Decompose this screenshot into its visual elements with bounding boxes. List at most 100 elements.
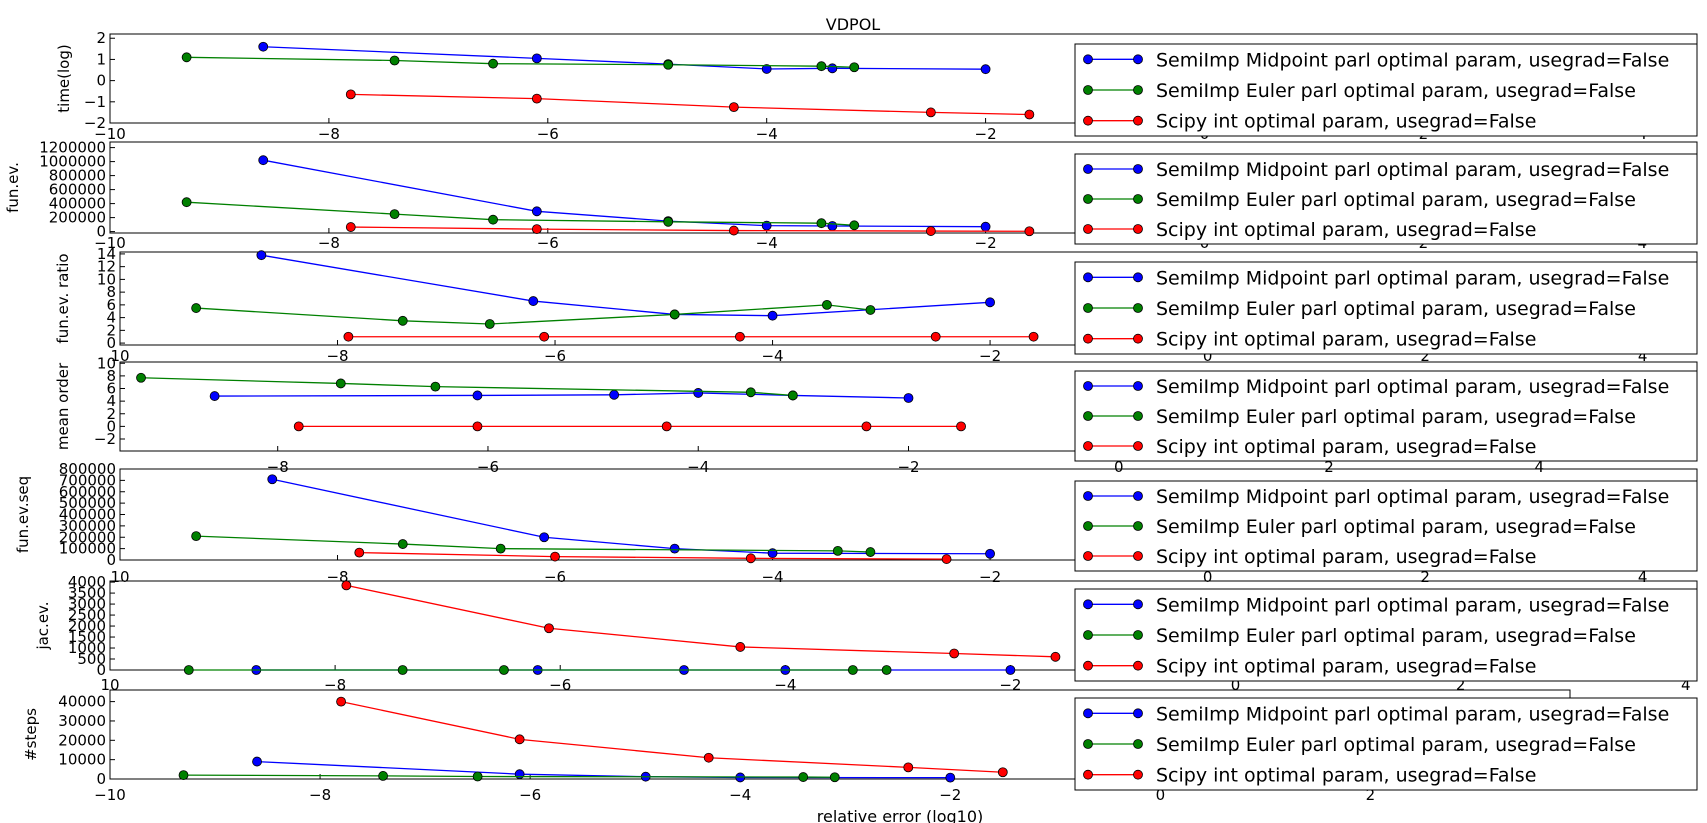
data-point — [980, 221, 991, 232]
x-tick-label: 0 — [1231, 676, 1241, 694]
data-point — [787, 390, 798, 401]
chart-panel-5: 0100000200000300000400000500000600000700… — [14, 460, 1698, 586]
data-point — [945, 772, 956, 783]
y-tick-label: 700000 — [59, 471, 116, 489]
legend-marker — [1083, 599, 1093, 610]
x-tick-label: 2 — [1420, 568, 1430, 586]
series-line — [186, 56, 855, 68]
series-1 — [209, 388, 914, 403]
data-point — [430, 381, 441, 392]
y-tick-label: 500000 — [59, 494, 116, 512]
series-line — [340, 700, 1003, 773]
x-tick-label: −6 — [544, 568, 566, 586]
data-point — [136, 372, 146, 383]
data-point — [865, 547, 876, 557]
series-line — [261, 254, 991, 317]
data-point — [514, 769, 525, 780]
x-tick-label: −6 — [537, 125, 559, 143]
data-point — [472, 771, 483, 782]
legend-marker — [1133, 115, 1143, 126]
series-2 — [183, 665, 892, 675]
y-tick-label: 800000 — [59, 460, 116, 478]
y-tick-label: 3000 — [68, 595, 106, 613]
legend-marker — [1133, 708, 1143, 719]
x-tick-label: −8 — [318, 125, 340, 143]
y-tick-label: 1000000 — [39, 153, 106, 171]
legend-entry: Scipy int optimal param, usegrad=False — [1156, 546, 1536, 568]
y-axis-label: fun.ev.seq — [14, 476, 32, 553]
y-tick-label: 2 — [96, 29, 106, 47]
legend-marker — [1133, 164, 1143, 174]
x-tick-label: −4 — [756, 234, 778, 252]
legend: SemiImp Midpoint parl optimal param, use… — [1074, 370, 1698, 462]
legend-marker — [1133, 739, 1143, 749]
data-point — [539, 532, 550, 543]
y-tick-label: 1200000 — [39, 139, 106, 157]
y-tick-label: 200000 — [49, 209, 106, 227]
series-line — [263, 159, 986, 228]
data-point — [663, 59, 674, 70]
data-point — [209, 391, 220, 401]
x-tick-label: −4 — [729, 786, 751, 804]
x-tick-label: −6 — [549, 676, 571, 694]
legend-marker — [1133, 441, 1143, 451]
data-point — [865, 305, 876, 315]
x-tick-label: −8 — [324, 676, 346, 694]
data-point — [531, 93, 542, 104]
legend-marker — [1133, 660, 1143, 671]
y-tick-label: 200000 — [59, 528, 116, 546]
legend: SemiImp Midpoint parl optimal param, use… — [1074, 261, 1698, 355]
data-point — [341, 580, 352, 591]
data-point — [258, 41, 269, 52]
x-tick-label: −2 — [975, 234, 997, 252]
x-tick-label: 0 — [1203, 347, 1213, 365]
data-point — [191, 303, 202, 313]
legend-marker — [1083, 491, 1093, 501]
data-point — [609, 389, 620, 400]
data-point — [1024, 109, 1035, 120]
x-tick-label: −4 — [761, 347, 783, 365]
y-tick-label: 12 — [97, 258, 116, 276]
series-3 — [341, 580, 1061, 662]
legend-entry: SemiImp Euler parl optimal param, usegra… — [1156, 734, 1636, 756]
legend-entry: SemiImp Midpoint parl optimal param, use… — [1156, 703, 1669, 725]
legend-entry: SemiImp Euler parl optimal param, usegra… — [1156, 189, 1636, 211]
data-point — [191, 531, 202, 542]
x-tick-label: −6 — [477, 458, 499, 476]
legend-entry: SemiImp Midpoint parl optimal param, use… — [1156, 267, 1669, 289]
y-tick-label: 0 — [96, 72, 106, 90]
data-point — [397, 539, 408, 549]
legend-marker — [1083, 630, 1093, 640]
x-tick-label: −2 — [999, 676, 1021, 694]
legend-marker — [1133, 381, 1143, 391]
legend-marker — [1083, 115, 1093, 126]
data-point — [832, 546, 843, 556]
data-point — [816, 61, 827, 72]
y-axis-label: #steps — [22, 708, 40, 761]
data-point — [669, 543, 680, 554]
legend-entry: Scipy int optimal param, usegrad=False — [1156, 329, 1536, 351]
x-tick-label: −2 — [979, 568, 1001, 586]
legend-marker — [1083, 224, 1093, 234]
series-1 — [258, 155, 991, 232]
data-point — [903, 762, 914, 773]
data-point — [178, 770, 189, 781]
legend-entry: Scipy int optimal param, usegrad=False — [1156, 219, 1536, 241]
y-tick-label: 1500 — [68, 628, 106, 646]
y-tick-label: 2500 — [68, 606, 106, 624]
y-tick-label: 10 — [97, 354, 116, 372]
data-point — [663, 216, 674, 227]
data-point — [293, 421, 304, 432]
data-point — [183, 665, 194, 675]
data-point — [488, 214, 498, 225]
y-tick-label: 400000 — [59, 506, 116, 524]
y-tick-label: 4 — [106, 392, 116, 410]
legend: SemiImp Midpoint parl optimal param, use… — [1074, 43, 1698, 137]
series-line — [214, 392, 909, 399]
data-point — [499, 665, 509, 675]
x-tick-label: −6 — [544, 347, 566, 365]
y-axis-label: mean order — [54, 362, 72, 450]
y-tick-label: 600000 — [59, 483, 116, 501]
